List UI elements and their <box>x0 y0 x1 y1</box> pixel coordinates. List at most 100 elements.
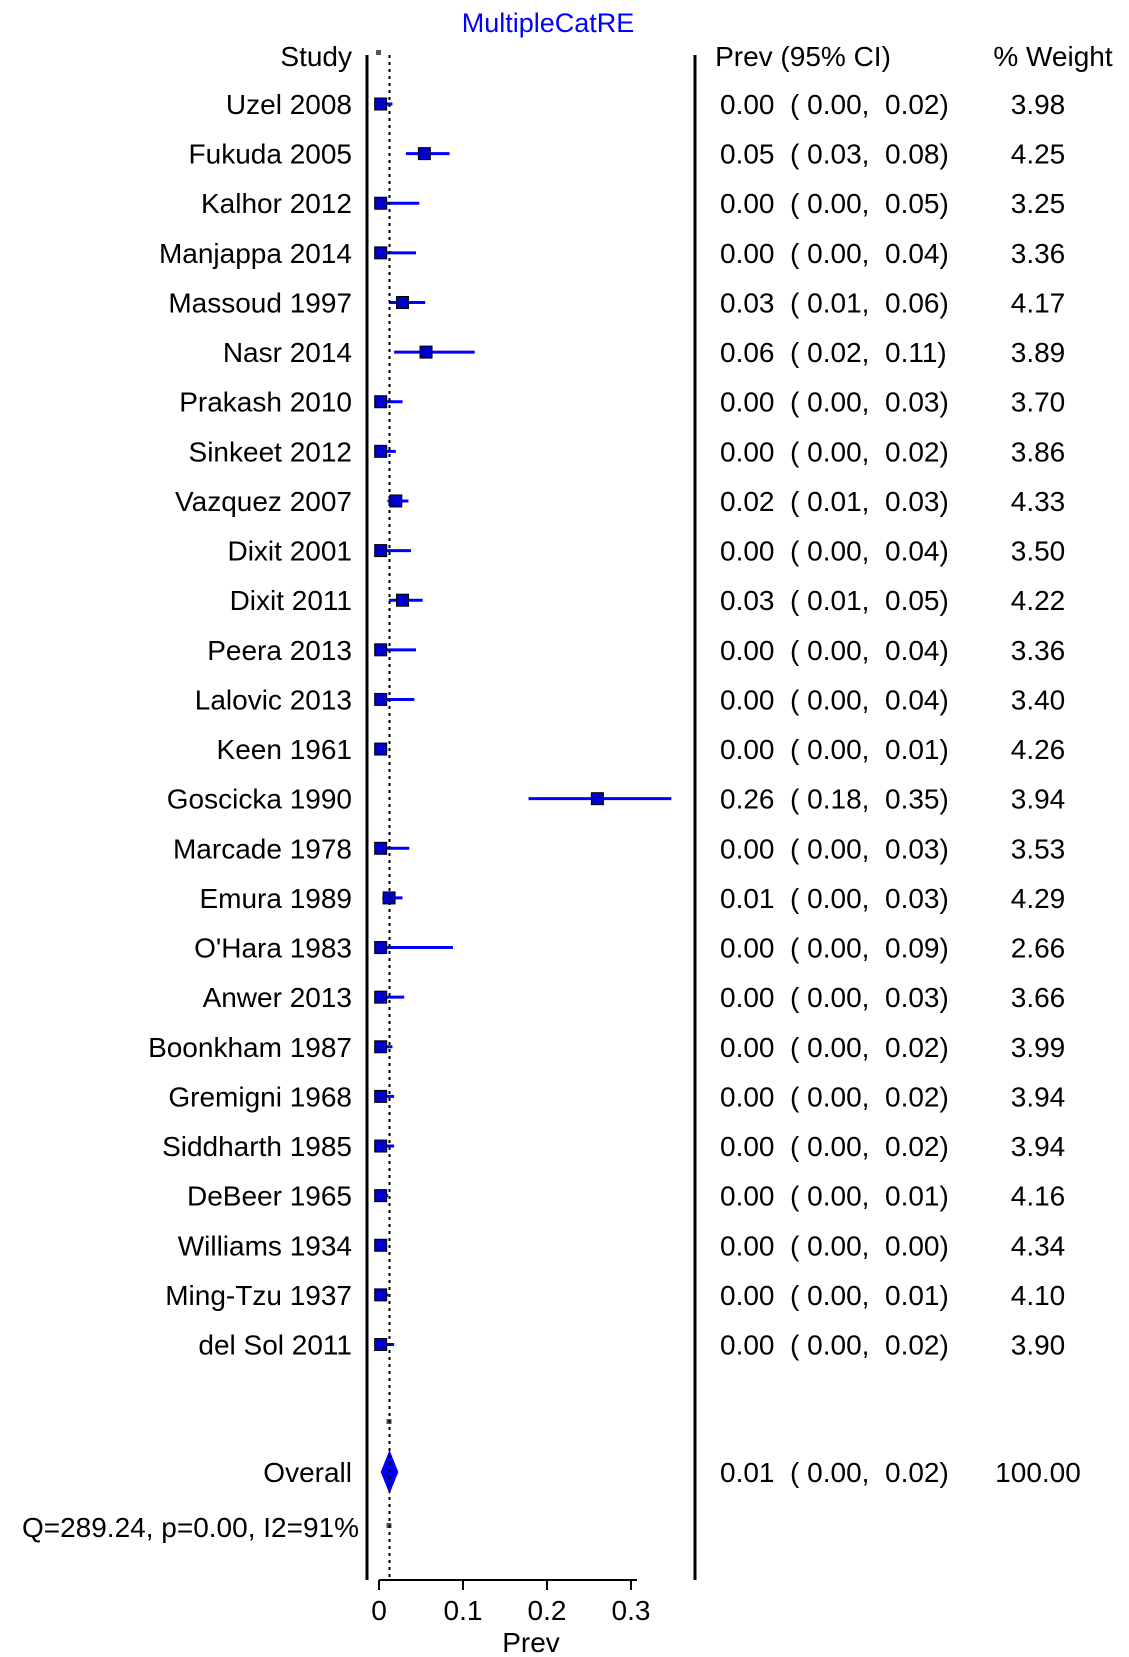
study-marker <box>374 1238 388 1252</box>
study-weight: 3.90 <box>1011 1330 1066 1361</box>
header-study: Study <box>280 41 352 72</box>
study-estimate: 0.00 ( 0.00, 0.04) <box>720 684 949 715</box>
study-marker <box>374 1139 388 1153</box>
study-label: Massoud 1997 <box>168 287 352 318</box>
study-label: Williams 1934 <box>178 1230 352 1261</box>
study-marker <box>419 345 433 359</box>
study-label: Siddharth 1985 <box>162 1131 352 1162</box>
study-weight: 4.22 <box>1011 585 1066 616</box>
study-weight: 3.99 <box>1011 1032 1066 1063</box>
study-label: Manjappa 2014 <box>159 238 352 269</box>
study-marker <box>374 97 388 111</box>
study-weight: 4.10 <box>1011 1280 1066 1311</box>
study-marker <box>374 1040 388 1054</box>
header-weight: % Weight <box>993 41 1113 72</box>
study-label: DeBeer 1965 <box>187 1181 352 1212</box>
x-tick-label: 0.2 <box>528 1595 567 1626</box>
study-weight: 3.98 <box>1011 89 1066 120</box>
study-label: Nasr 2014 <box>223 337 352 368</box>
study-weight: 4.26 <box>1011 734 1066 765</box>
study-estimate: 0.00 ( 0.00, 0.05) <box>720 188 949 219</box>
study-label: Dixit 2011 <box>230 585 352 616</box>
study-label: Sinkeet 2012 <box>189 436 352 467</box>
study-weight: 4.25 <box>1011 139 1066 170</box>
study-weight: 4.33 <box>1011 486 1066 517</box>
study-weight: 3.94 <box>1011 1081 1066 1112</box>
study-label: Boonkham 1987 <box>148 1032 352 1063</box>
study-estimate: 0.00 ( 0.00, 0.02) <box>720 1330 949 1361</box>
study-estimate: 0.00 ( 0.00, 0.03) <box>720 387 949 418</box>
study-weight: 3.89 <box>1011 337 1066 368</box>
study-label: Uzel 2008 <box>226 89 352 120</box>
study-estimate: 0.00 ( 0.00, 0.04) <box>720 536 949 567</box>
study-label: Fukuda 2005 <box>189 139 352 170</box>
study-marker <box>374 692 388 706</box>
study-estimate: 0.00 ( 0.00, 0.01) <box>720 1280 949 1311</box>
study-estimate: 0.00 ( 0.00, 0.02) <box>720 89 949 120</box>
study-label: O'Hara 1983 <box>194 933 352 964</box>
study-marker <box>374 246 388 260</box>
study-estimate: 0.00 ( 0.00, 0.02) <box>720 1032 949 1063</box>
x-tick-label: 0 <box>371 1595 387 1626</box>
study-weight: 3.50 <box>1011 536 1066 567</box>
study-marker <box>374 444 388 458</box>
study-label: Kalhor 2012 <box>201 188 352 219</box>
study-weight: 2.66 <box>1011 933 1066 964</box>
study-weight: 4.29 <box>1011 883 1066 914</box>
study-weight: 3.94 <box>1011 784 1066 815</box>
study-label: Vazquez 2007 <box>175 486 352 517</box>
overall-estimate: 0.01 ( 0.00, 0.02) <box>720 1457 949 1488</box>
study-marker <box>374 643 388 657</box>
study-estimate: 0.06 ( 0.02, 0.11) <box>720 337 947 368</box>
study-estimate: 0.00 ( 0.00, 0.02) <box>720 1081 949 1112</box>
x-axis-label: Prev <box>502 1627 560 1657</box>
study-estimate: 0.00 ( 0.00, 0.01) <box>720 1181 949 1212</box>
study-estimate: 0.00 ( 0.00, 0.00) <box>720 1230 949 1261</box>
study-label: Keen 1961 <box>217 734 352 765</box>
study-weight: 3.86 <box>1011 436 1066 467</box>
study-marker <box>374 395 388 409</box>
study-marker <box>374 841 388 855</box>
study-marker <box>374 1189 388 1203</box>
study-marker <box>389 494 403 508</box>
study-marker <box>374 1089 388 1103</box>
study-label: Ming-Tzu 1937 <box>165 1280 352 1311</box>
study-estimate: 0.00 ( 0.00, 0.02) <box>720 436 949 467</box>
study-estimate: 0.02 ( 0.01, 0.03) <box>720 486 949 517</box>
study-estimate: 0.26 ( 0.18, 0.35) <box>720 784 949 815</box>
study-label: Goscicka 1990 <box>167 784 352 815</box>
study-marker <box>590 792 604 806</box>
study-weight: 4.17 <box>1011 287 1066 318</box>
study-label: Dixit 2001 <box>227 536 352 567</box>
x-tick-label: 0.3 <box>612 1595 651 1626</box>
study-estimate: 0.00 ( 0.00, 0.04) <box>720 238 949 269</box>
study-marker <box>374 544 388 558</box>
study-label: Gremigni 1968 <box>168 1081 352 1112</box>
study-weight: 3.94 <box>1011 1131 1066 1162</box>
study-estimate: 0.03 ( 0.01, 0.06) <box>720 287 949 318</box>
study-estimate: 0.01 ( 0.00, 0.03) <box>720 883 949 914</box>
study-estimate: 0.00 ( 0.00, 0.09) <box>720 933 949 964</box>
study-marker <box>417 147 431 161</box>
study-estimate: 0.00 ( 0.00, 0.03) <box>720 833 949 864</box>
study-label: Marcade 1978 <box>173 833 352 864</box>
study-marker <box>374 990 388 1004</box>
chart-title: MultipleCatRE <box>462 8 635 38</box>
study-weight: 4.16 <box>1011 1181 1066 1212</box>
study-label: Peera 2013 <box>207 635 352 666</box>
study-marker <box>396 295 410 309</box>
study-estimate: 0.00 ( 0.00, 0.03) <box>720 982 949 1013</box>
study-weight: 3.70 <box>1011 387 1066 418</box>
study-weight: 3.53 <box>1011 833 1066 864</box>
study-estimate: 0.00 ( 0.00, 0.04) <box>720 635 949 666</box>
study-estimate: 0.00 ( 0.00, 0.01) <box>720 734 949 765</box>
overall-label: Overall <box>263 1457 352 1488</box>
study-marker <box>374 742 388 756</box>
study-weight: 3.36 <box>1011 238 1066 269</box>
study-label: Prakash 2010 <box>179 387 352 418</box>
overall-weight: 100.00 <box>995 1457 1081 1488</box>
study-marker <box>374 1288 388 1302</box>
study-weight: 3.40 <box>1011 684 1066 715</box>
study-marker <box>396 593 410 607</box>
